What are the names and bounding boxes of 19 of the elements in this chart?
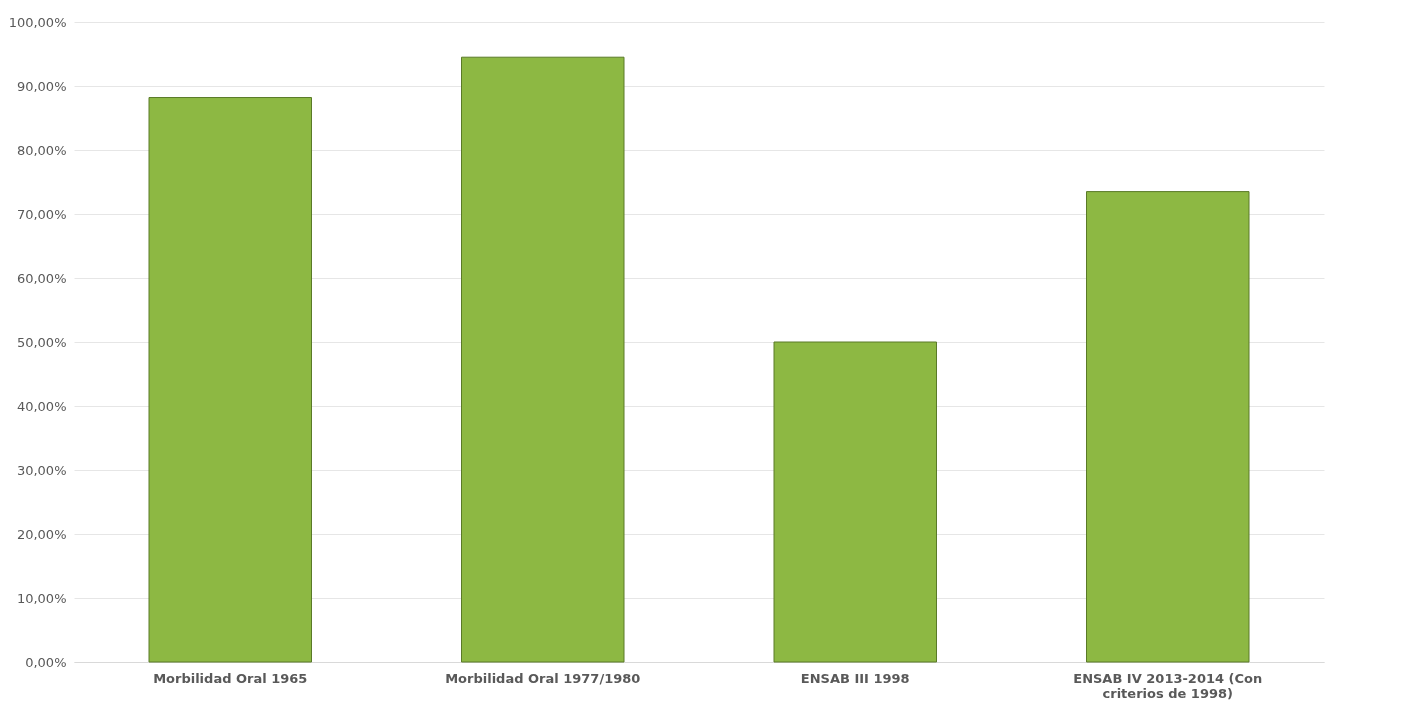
x-tick-label: Morbilidad Oral 1965 bbox=[153, 670, 308, 686]
y-tick-label: 20,00% bbox=[16, 526, 67, 542]
bar bbox=[148, 97, 312, 663]
bar bbox=[773, 341, 937, 663]
y-tick-label: 60,00% bbox=[16, 270, 67, 286]
y-tick-label: 10,00% bbox=[16, 590, 67, 606]
x-tick-label: ENSAB III 1998 bbox=[800, 670, 910, 686]
x-tick-label: Morbilidad Oral 1977/1980 bbox=[445, 670, 641, 686]
y-tick-label: 0,00% bbox=[25, 654, 67, 670]
x-tick-label: ENSAB IV 2013-2014 (Con criterios de 1998) bbox=[1073, 670, 1263, 701]
bar bbox=[461, 56, 625, 663]
bar bbox=[1086, 191, 1250, 663]
y-tick-label: 100,00% bbox=[8, 14, 67, 30]
y-tick-label: 70,00% bbox=[16, 206, 67, 222]
y-tick-label: 80,00% bbox=[16, 142, 67, 158]
y-tick-label: 90,00% bbox=[16, 78, 67, 94]
y-tick-label: 30,00% bbox=[16, 462, 67, 478]
y-tick-label: 50,00% bbox=[16, 334, 67, 350]
y-tick-label: 40,00% bbox=[16, 398, 67, 414]
